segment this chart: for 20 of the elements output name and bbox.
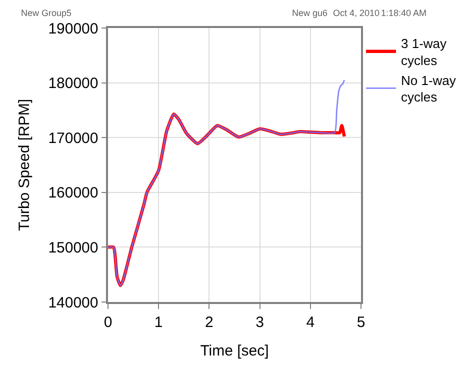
y-tick-label: 180000 bbox=[48, 75, 98, 92]
text: New gu6 bbox=[292, 8, 328, 18]
y-tick-label: 140000 bbox=[48, 294, 98, 312]
text: New Group5 bbox=[21, 8, 72, 18]
y-axis-title: Turbo Speed [RPM] bbox=[16, 98, 33, 232]
y-tick-label: 160000 bbox=[48, 184, 98, 202]
x-tick-label: 5 bbox=[356, 314, 366, 331]
legend-label: 3 1-way cycles bbox=[401, 36, 448, 68]
x-tick-label: 4 bbox=[306, 314, 315, 331]
y-tick-label: 170000 bbox=[48, 130, 98, 147]
text: 1:18:40 AM bbox=[381, 8, 427, 18]
legend-label: No 1-way cycles bbox=[401, 72, 456, 105]
x-tick-label: 3 bbox=[256, 314, 264, 331]
text: Oct 4, 2010 bbox=[333, 8, 380, 18]
x-tick-label: 1 bbox=[154, 314, 163, 331]
x-axis-title: Time [sec] bbox=[200, 342, 269, 360]
x-tick-label: 0 bbox=[104, 314, 112, 331]
y-tick-label: 190000 bbox=[48, 20, 98, 38]
y-tick-label: 150000 bbox=[48, 239, 98, 256]
x-tick-label: 2 bbox=[205, 314, 214, 331]
